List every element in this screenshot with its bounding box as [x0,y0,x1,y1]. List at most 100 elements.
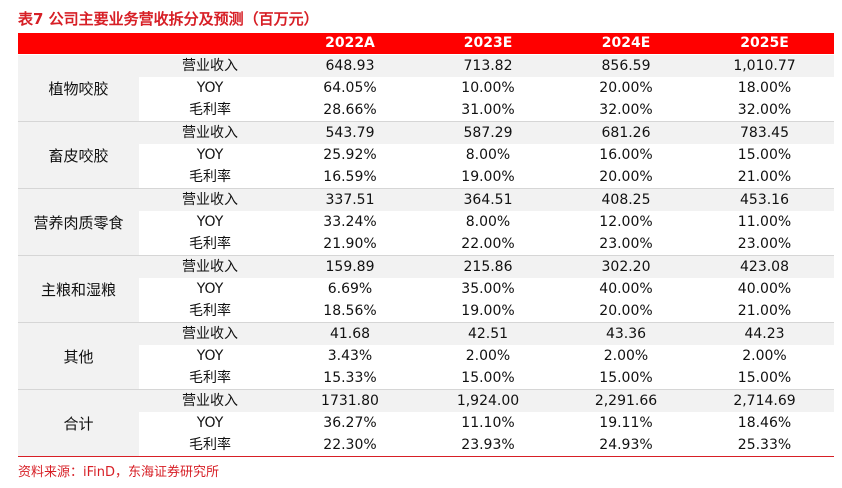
metric-label: 毛利率 [189,169,231,185]
metric-label: 毛利率 [189,102,231,118]
table-cell: 15.33% [323,370,377,386]
group-separator [18,121,834,122]
group-name-cell-bg [18,323,139,389]
table-cell: 11.00% [737,214,792,230]
table-cell: 215.86 [463,259,513,275]
metric-label: 营业收入 [182,192,238,208]
table-cell: 23.93% [461,437,515,453]
table-cell: 3.43% [327,348,373,364]
row-shading [139,390,834,412]
table-header: 2022A 2023E 2024E 2025E [18,33,834,54]
table-cell: 2,714.69 [733,393,796,409]
header-year-2025e: 2025E [740,35,789,51]
group-separator [18,322,834,323]
table-cell: 713.82 [463,58,513,74]
row-shading [139,323,834,345]
header-corner [18,33,139,54]
table-caption: 表7 公司主要业务营收拆分及预测（百万元） [18,10,319,28]
table-cell: 24.93% [599,437,653,453]
table-cell: 15.00% [461,370,515,386]
table-cell: 783.45 [740,125,789,141]
header-year-2024e: 2024E [601,35,651,51]
metric-label: 毛利率 [189,437,231,453]
table-cell: 25.92% [323,147,377,163]
group-name: 主粮和湿粮 [40,280,116,299]
table-cell: 11.10% [461,415,515,431]
table-cell: 423.08 [740,259,789,275]
group-name-cell-bg [18,189,139,255]
table-cell: 31.00% [461,102,515,118]
metric-label: YOY [196,147,224,163]
table-cell: 302.20 [601,259,651,275]
table-cell: 20.00% [599,303,653,319]
row-shading [139,122,834,144]
metric-label: YOY [196,214,224,230]
table-cell: 42.51 [467,326,509,342]
group-name: 其他 [63,347,94,366]
table-cell: 25.33% [737,437,792,453]
group-name-cell-bg [18,256,139,322]
metric-label: 毛利率 [189,236,231,252]
metric-label: 营业收入 [182,125,238,141]
table-cell: 6.69% [327,281,373,297]
table-cell: 19.11% [599,415,653,431]
table-cell: 35.00% [461,281,515,297]
table-bottom-rule [18,456,834,457]
metric-label: 营业收入 [182,393,238,409]
metric-label: YOY [196,348,224,364]
group-name: 合计 [63,414,94,433]
table-cell: 22.00% [461,236,515,252]
table-cell: 28.66% [323,102,377,118]
source-note: 资料来源：iFinD，东海证券研究所 [18,465,220,480]
table-cell: 36.27% [323,415,377,431]
table-cell: 43.36 [605,326,647,342]
table-cell: 2,291.66 [594,393,658,409]
group-name-cell-bg [18,122,139,188]
table-cell: 2.00% [742,348,787,364]
table-cell: 44.23 [744,326,785,342]
table-cell: 19.00% [461,169,515,185]
table-cell: 16.00% [599,147,653,163]
table-cell: 40.00% [737,281,792,297]
table-cell: 32.00% [599,102,653,118]
table-cell: 18.46% [737,415,792,431]
table-cell: 20.00% [599,80,653,96]
group-name: 畜皮咬胶 [48,146,109,165]
table-cell: 587.29 [463,125,513,141]
table-cell: 1,010.77 [733,58,796,74]
table-cell: 18.56% [323,303,377,319]
table-cell: 364.51 [463,192,513,208]
table-cell: 337.51 [325,192,375,208]
header-year-2023e: 2023E [463,35,513,51]
table-cell: 64.05% [323,80,377,96]
table-cell: 21.00% [737,303,792,319]
table-cell: 20.00% [599,169,653,185]
group-name: 植物咬胶 [48,79,109,98]
metric-label: YOY [196,80,224,96]
table-cell: 2.00% [603,348,649,364]
group-separator [18,255,834,256]
table-cell: 453.16 [740,192,789,208]
metric-label: YOY [196,415,224,431]
table-cell: 856.59 [601,58,651,74]
table-cell: 8.00% [465,214,511,230]
table-cell: 408.25 [601,192,651,208]
table-cell: 543.79 [325,125,375,141]
group-separator [18,389,834,390]
table-cell: 159.89 [325,259,375,275]
metric-label: 营业收入 [182,259,238,275]
table-cell: 15.00% [737,370,792,386]
table-cell: 648.93 [325,58,375,74]
header-metric [139,33,281,54]
header-year-2022a: 2022A [325,35,375,51]
table-cell: 22.30% [323,437,377,453]
metric-label: 毛利率 [189,303,231,319]
table-cell: 21.00% [737,169,792,185]
metric-label: 毛利率 [189,370,231,386]
group-separator [18,188,834,189]
row-shading [139,55,834,77]
table-cell: 19.00% [461,303,515,319]
table-cell: 681.26 [601,125,651,141]
row-shading [139,189,834,211]
table-cell: 21.90% [323,236,377,252]
